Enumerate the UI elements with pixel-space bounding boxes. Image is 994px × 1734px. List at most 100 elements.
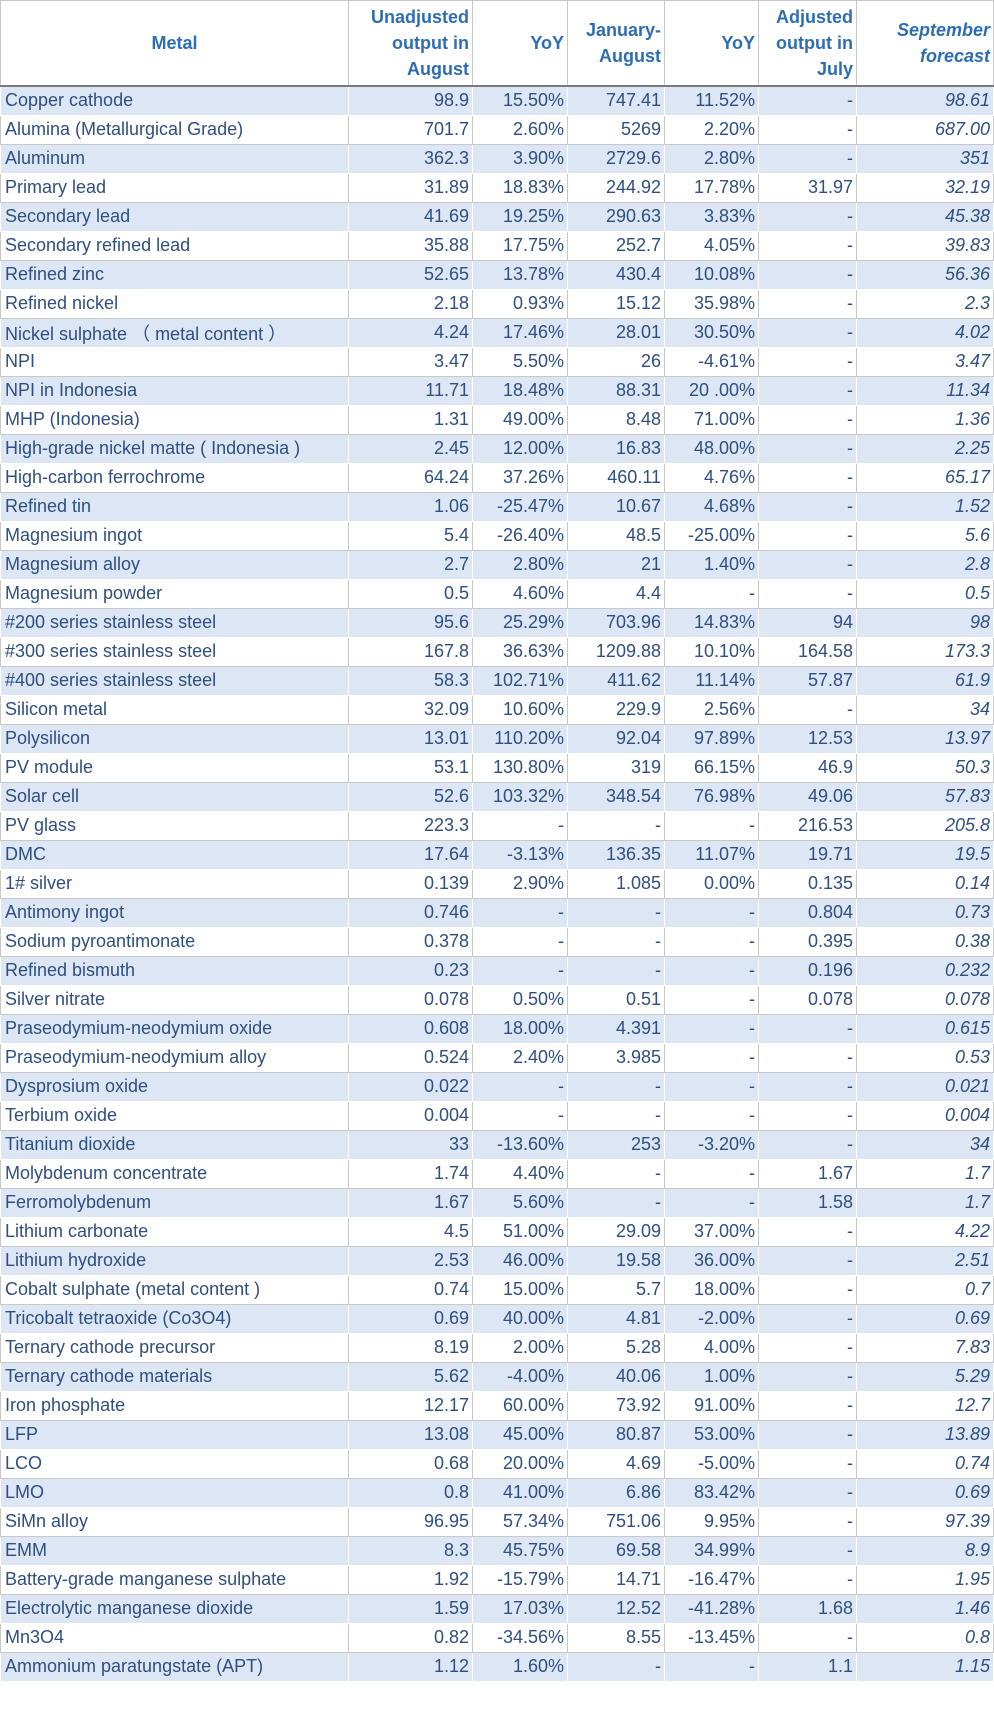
adjusted-output-july-cell: - <box>758 375 857 406</box>
yoy-january-august-cell: -25.00% <box>664 520 759 551</box>
yoy-august-cell: 18.83% <box>472 172 568 203</box>
table-row: Lithium carbonate 4.5 51.00% 29.09 37.00% -4.… <box>0 1216 994 1247</box>
january-august-cell: 26 <box>567 346 665 377</box>
yoy-january-august-cell: -16.47% <box>664 1564 759 1595</box>
metal-name-cell: PV glass <box>0 810 349 841</box>
yoy-january-august-cell: 10.08% <box>664 259 759 290</box>
header-september-forecast: September forecast <box>856 0 994 87</box>
adjusted-output-july-cell: - <box>758 1477 857 1508</box>
adjusted-output-july-cell: - <box>758 288 857 319</box>
january-august-cell: 8.48 <box>567 404 665 435</box>
metal-name-cell: Alumina (Metallurgical Grade) <box>0 114 349 145</box>
yoy-august-cell: 2.00% <box>472 1332 568 1363</box>
metal-name-cell: EMM <box>0 1535 349 1566</box>
adjusted-output-july-cell: - <box>758 404 857 435</box>
yoy-january-august-cell: 83.42% <box>664 1477 759 1508</box>
september-forecast-cell: 5.6 <box>856 520 994 551</box>
yoy-january-august-cell: 20 .00% <box>664 375 759 406</box>
january-august-cell: 80.87 <box>567 1419 665 1450</box>
yoy-august-cell: -4.00% <box>472 1361 568 1392</box>
adjusted-output-july-cell: - <box>758 433 857 464</box>
september-forecast-cell: 39.83 <box>856 230 994 261</box>
unadjusted-output-cell: 0.5 <box>348 578 473 609</box>
metal-name-cell: PV module <box>0 752 349 783</box>
yoy-january-august-cell: 2.20% <box>664 114 759 145</box>
yoy-august-cell: -25.47% <box>472 491 568 522</box>
september-forecast-cell: 2.3 <box>856 288 994 319</box>
unadjusted-output-cell: 4.24 <box>348 317 473 348</box>
adjusted-output-july-cell: 1.1 <box>758 1651 857 1682</box>
adjusted-output-july-cell: - <box>758 317 857 348</box>
september-forecast-cell: 0.8 <box>856 1622 994 1653</box>
unadjusted-output-cell: 1.59 <box>348 1593 473 1624</box>
yoy-august-cell: 5.50% <box>472 346 568 377</box>
september-forecast-cell: 0.69 <box>856 1477 994 1508</box>
january-august-cell: - <box>567 897 665 928</box>
yoy-january-august-cell: 48.00% <box>664 433 759 464</box>
adjusted-output-july-cell: 31.97 <box>758 172 857 203</box>
yoy-january-august-cell: 3.83% <box>664 201 759 232</box>
september-forecast-cell: 34 <box>856 694 994 725</box>
table-row: Aluminum 362.3 3.90% 2729.6 2.80% -351 <box>0 143 994 174</box>
yoy-january-august-cell: 9.95% <box>664 1506 759 1537</box>
unadjusted-output-cell: 0.378 <box>348 926 473 957</box>
september-forecast-cell: 1.15 <box>856 1651 994 1682</box>
metal-name-cell: Antimony ingot <box>0 897 349 928</box>
metal-name-cell: High-carbon ferrochrome <box>0 462 349 493</box>
unadjusted-output-cell: 98.9 <box>348 85 473 116</box>
table-row: Antimony ingot 0.746- - -0.804 0.73 <box>0 897 994 928</box>
metal-name-cell: Refined bismuth <box>0 955 349 986</box>
yoy-january-august-cell: - <box>664 1013 759 1044</box>
metal-name-cell: Polysilicon <box>0 723 349 754</box>
yoy-january-august-cell: 4.00% <box>664 1332 759 1363</box>
september-forecast-cell: 2.25 <box>856 433 994 464</box>
september-forecast-cell: 97.39 <box>856 1506 994 1537</box>
unadjusted-output-cell: 41.69 <box>348 201 473 232</box>
unadjusted-output-cell: 0.022 <box>348 1071 473 1102</box>
adjusted-output-july-cell: - <box>758 1071 857 1102</box>
yoy-august-cell: 12.00% <box>472 433 568 464</box>
yoy-august-cell: 0.50% <box>472 984 568 1015</box>
yoy-january-august-cell: 1.00% <box>664 1361 759 1392</box>
yoy-january-august-cell: - <box>664 1071 759 1102</box>
unadjusted-output-cell: 0.004 <box>348 1100 473 1131</box>
unadjusted-output-cell: 11.71 <box>348 375 473 406</box>
metal-name-cell: NPI in Indonesia <box>0 375 349 406</box>
january-august-cell: 751.06 <box>567 1506 665 1537</box>
table-row: Lithium hydroxide 2.53 46.00% 19.58 36.00% -2… <box>0 1245 994 1276</box>
yoy-january-august-cell: 10.10% <box>664 636 759 667</box>
adjusted-output-july-cell: - <box>758 1535 857 1566</box>
table-row: Silicon metal 32.09 10.60% 229.9 2.56% -34 <box>0 694 994 725</box>
adjusted-output-july-cell: - <box>758 1361 857 1392</box>
unadjusted-output-cell: 0.746 <box>348 897 473 928</box>
table-row: LFP 13.08 45.00% 80.87 53.00% -13.89 <box>0 1419 994 1450</box>
yoy-august-cell: 37.26% <box>472 462 568 493</box>
metal-name-cell: Magnesium alloy <box>0 549 349 580</box>
table-row: Cobalt sulphate (metal content ) 0.74 15.0… <box>0 1274 994 1305</box>
yoy-august-cell: 102.71% <box>472 665 568 696</box>
january-august-cell: 3.985 <box>567 1042 665 1073</box>
unadjusted-output-cell: 64.24 <box>348 462 473 493</box>
january-august-cell: 12.52 <box>567 1593 665 1624</box>
yoy-january-august-cell: 14.83% <box>664 607 759 638</box>
september-forecast-cell: 56.36 <box>856 259 994 290</box>
september-forecast-cell: 61.9 <box>856 665 994 696</box>
table-row: Solar cell 52.6 103.32% 348.54 76.98% 49.06 57… <box>0 781 994 812</box>
january-august-cell: 2729.6 <box>567 143 665 174</box>
header-metal: Metal <box>0 0 349 87</box>
september-forecast-cell: 13.97 <box>856 723 994 754</box>
yoy-january-august-cell: - <box>664 1100 759 1131</box>
adjusted-output-july-cell: 1.58 <box>758 1187 857 1218</box>
yoy-august-cell: - <box>472 1071 568 1102</box>
yoy-january-august-cell: 11.07% <box>664 839 759 870</box>
unadjusted-output-cell: 1.67 <box>348 1187 473 1218</box>
metal-name-cell: Cobalt sulphate (metal content ) <box>0 1274 349 1305</box>
january-august-cell: 69.58 <box>567 1535 665 1566</box>
unadjusted-output-cell: 362.3 <box>348 143 473 174</box>
january-august-cell: 8.55 <box>567 1622 665 1653</box>
header-january-august: January- August <box>567 0 665 87</box>
unadjusted-output-cell: 5.4 <box>348 520 473 551</box>
yoy-january-august-cell: 11.14% <box>664 665 759 696</box>
september-forecast-cell: 65.17 <box>856 462 994 493</box>
january-august-cell: 290.63 <box>567 201 665 232</box>
